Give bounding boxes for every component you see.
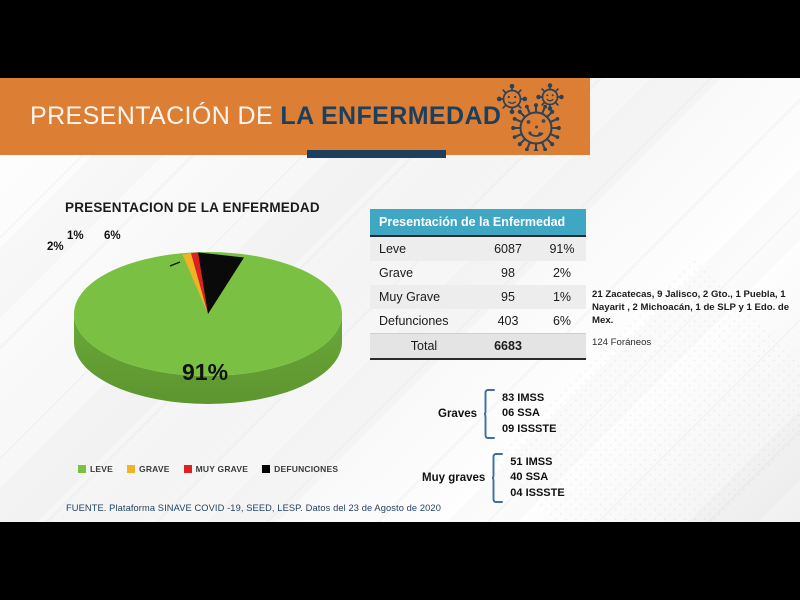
legend-label-muy-grave: MUY GRAVE xyxy=(195,464,249,474)
graves-group: Graves 83 IMSS 06 SSA 09 ISSSTE xyxy=(438,389,556,439)
cell-count: 95 xyxy=(478,285,538,309)
legend-item-leve: LEVE xyxy=(78,464,113,474)
legend-item-defunciones: DEFUNCIONES xyxy=(262,464,338,474)
legend-item-grave: GRAVE xyxy=(127,464,170,474)
coronavirus-icon xyxy=(492,83,584,153)
cell-pct: 2% xyxy=(552,266,572,280)
table-total-row: Total 6683 xyxy=(370,333,586,360)
table-header-row: Presentación de la Enfermedad xyxy=(370,209,586,237)
slide-canvas: PRESENTACIÓN DE LA ENFERMEDAD xyxy=(0,78,800,522)
pie-label-leve: 91% xyxy=(182,359,229,385)
states-breakdown-note: 21 Zacatecas, 9 Jalisco, 2 Gto., 1 Puebl… xyxy=(592,289,790,326)
legend-label-defunciones: DEFUNCIONES xyxy=(274,464,339,474)
pie-label-defunciones: 6% xyxy=(104,230,121,242)
graves-group-label: Graves xyxy=(438,408,478,420)
graves-item: 06 SSA xyxy=(502,407,540,420)
bracket-icon xyxy=(492,453,504,503)
legend-item-muy-grave: MUY GRAVE xyxy=(183,464,249,474)
graves-item: 09 ISSSTE xyxy=(502,422,557,435)
pie-chart xyxy=(58,218,358,408)
muy-graves-item: 04 ISSSTE xyxy=(510,486,565,499)
header-band: PRESENTACIÓN DE LA ENFERMEDAD xyxy=(0,78,590,155)
cell-count: 6087 xyxy=(478,236,538,261)
table-row: Muy Grave 95 1% xyxy=(370,285,586,309)
table-row: Grave 98 2% xyxy=(370,261,586,285)
graves-group-items: 83 IMSS 06 SSA 09 ISSSTE xyxy=(502,391,556,438)
legend-label-grave: GRAVE xyxy=(139,464,170,474)
cell-total-count: 6683 xyxy=(478,333,538,360)
muy-graves-group-label: Muy graves xyxy=(422,472,486,484)
pie-label-grave: 2% xyxy=(47,241,64,253)
source-footnote: FUENTE. Plataforma SINAVE COVID -19, SEE… xyxy=(66,503,441,513)
legend-swatch-muy-grave xyxy=(183,465,192,473)
table-row: Leve 6087 91% xyxy=(370,236,586,261)
letterbox-bottom xyxy=(0,522,800,600)
cell-count: 403 xyxy=(497,314,519,328)
page-title: PRESENTACIÓN DE LA ENFERMEDAD xyxy=(30,102,501,131)
cell-name: Leve xyxy=(370,236,478,261)
legend-label-leve: LEVE xyxy=(90,464,114,474)
page-title-light: PRESENTACIÓN DE xyxy=(30,102,281,130)
disease-presentation-table: Presentación de la Enfermedad Leve 6087 … xyxy=(370,209,586,360)
cell-pct: 6% xyxy=(552,314,572,328)
legend-swatch-leve xyxy=(78,465,86,473)
cell-name: Defunciones xyxy=(379,314,449,328)
cell-pct: 1% xyxy=(538,285,586,309)
cell-total-label: Total xyxy=(370,333,478,360)
page-title-bold: LA ENFERMEDAD xyxy=(280,102,502,130)
cell-name: Muy Grave xyxy=(370,285,478,309)
pie-label-muy-grave: 1% xyxy=(67,230,84,242)
muy-graves-group-items: 51 IMSS 40 SSA 04 ISSSTE xyxy=(510,455,564,502)
cell-count: 98 xyxy=(501,266,515,280)
pie-chart-title: PRESENTACION DE LA ENFERMEDAD xyxy=(65,200,320,215)
table-row: Defunciones 403 6% xyxy=(370,309,586,334)
legend-swatch-grave xyxy=(127,465,136,473)
muy-graves-item: 51 IMSS xyxy=(510,455,553,468)
graves-item: 83 IMSS xyxy=(502,391,545,404)
letterbox-top xyxy=(0,0,800,78)
pie-legend: LEVE GRAVE MUY GRAVE DEFUNCIONES xyxy=(78,464,338,474)
legend-swatch-defunciones xyxy=(262,465,271,473)
bracket-icon xyxy=(484,389,495,439)
table-header-title: Presentación de la Enfermedad xyxy=(370,209,586,237)
cell-total-pct xyxy=(538,333,586,360)
cell-pct: 91% xyxy=(538,236,586,261)
foraneos-count: 124 Foráneos xyxy=(592,337,652,348)
muy-graves-group: Muy graves 51 IMSS 40 SSA 04 ISSSTE xyxy=(422,453,565,503)
header-accent-bar xyxy=(307,150,446,158)
cell-name: Grave xyxy=(379,266,414,280)
muy-graves-item: 40 SSA xyxy=(510,471,549,484)
